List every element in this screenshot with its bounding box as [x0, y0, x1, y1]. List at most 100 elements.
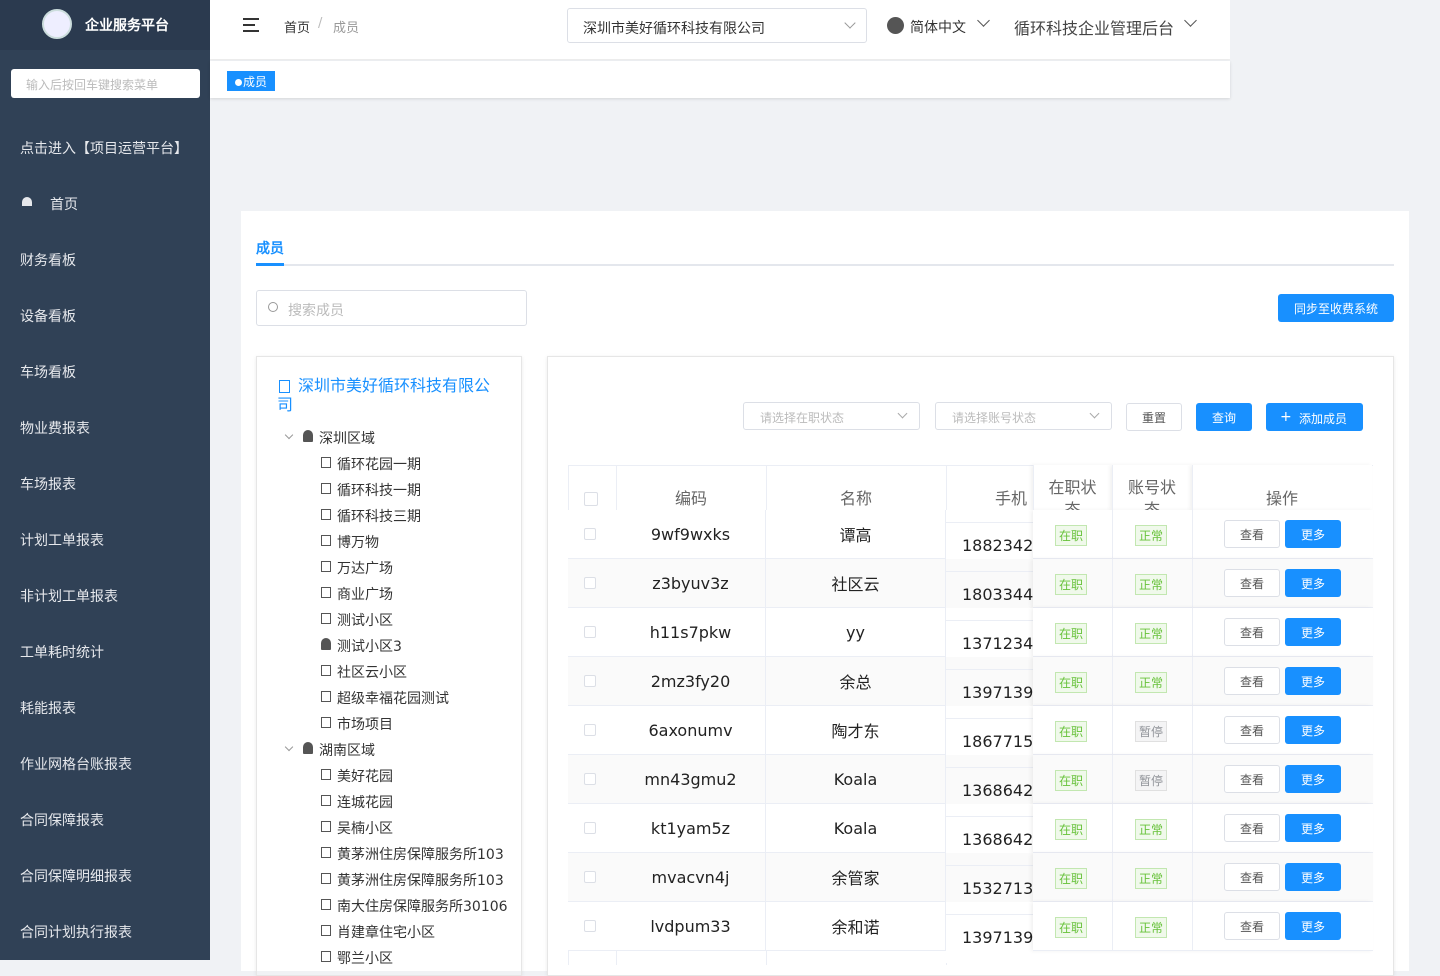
- more-button[interactable]: 更多: [1285, 814, 1341, 842]
- tree-group[interactable]: 深圳区域: [319, 431, 375, 447]
- company-select[interactable]: 深圳市美好循环科技有限公司: [567, 8, 867, 43]
- menu-item[interactable]: 点击进入【项目运营平台】: [0, 126, 210, 166]
- brand: 企业服务平台: [85, 18, 169, 34]
- tree-node[interactable]: 商业广场: [337, 587, 393, 603]
- more-button[interactable]: 更多: [1285, 716, 1341, 744]
- checkbox-all[interactable]: [584, 492, 598, 506]
- menu-item[interactable]: 作业网格台账报表: [0, 742, 210, 782]
- border: [1192, 706, 1193, 755]
- menu-item[interactable]: 首页: [0, 182, 210, 222]
- tree-node[interactable]: 鄂兰小区: [337, 951, 393, 967]
- hamburger[interactable]: [243, 18, 259, 32]
- more-button[interactable]: 更多: [1285, 520, 1341, 548]
- sync-button[interactable]: 同步至收费系统: [1278, 294, 1394, 322]
- view-button[interactable]: 查看: [1224, 765, 1280, 793]
- column-header: 名称: [839, 489, 872, 508]
- menu-item[interactable]: 车场看板: [0, 350, 210, 390]
- view-button[interactable]: 查看: [1224, 667, 1280, 695]
- more-button[interactable]: 更多: [1285, 618, 1341, 646]
- tree-node[interactable]: 美好花园: [337, 769, 393, 785]
- row-checkbox[interactable]: [584, 626, 596, 638]
- chevron: [844, 17, 856, 29]
- tab[interactable]: 成员: [256, 241, 284, 257]
- view-button[interactable]: 查看: [1224, 618, 1280, 646]
- view-button[interactable]: 查看: [1224, 814, 1280, 842]
- menu-label: 车场看板: [20, 365, 76, 381]
- view-button[interactable]: 查看: [1224, 716, 1280, 744]
- row-checkbox[interactable]: [584, 822, 596, 834]
- breadcrumb-home[interactable]: 首页: [284, 21, 311, 36]
- search-placeholder: 输入后按回车键搜索菜单: [26, 78, 159, 92]
- view-button[interactable]: 查看: [1224, 912, 1280, 940]
- more-button[interactable]: 更多: [1285, 667, 1341, 695]
- tree-node[interactable]: 肖建章住宅小区: [337, 925, 435, 941]
- code-cell: lvdpum33: [616, 902, 766, 951]
- member-search[interactable]: 搜索成员: [256, 290, 527, 326]
- view-button[interactable]: 查看: [1224, 569, 1280, 597]
- view-button[interactable]: 查看: [1224, 863, 1280, 891]
- name-cell: 陶才东: [766, 706, 946, 755]
- tag[interactable]: 成员: [227, 71, 276, 91]
- menu-item[interactable]: 财务看板: [0, 238, 210, 278]
- row-checkbox[interactable]: [584, 773, 596, 785]
- menu-search[interactable]: 输入后按回车键搜索菜单: [11, 69, 200, 98]
- account-status: 暂停: [1135, 770, 1168, 791]
- row-checkbox[interactable]: [584, 528, 596, 540]
- more-button[interactable]: 更多: [1285, 765, 1341, 793]
- more-button[interactable]: 更多: [1285, 863, 1341, 891]
- tree-node[interactable]: 测试小区3: [337, 639, 402, 655]
- reset-button[interactable]: 重置: [1126, 403, 1182, 431]
- row-checkbox[interactable]: [584, 577, 596, 589]
- menu-item[interactable]: 计划工单报表: [0, 518, 210, 558]
- row-checkbox[interactable]: [584, 675, 596, 687]
- more-button[interactable]: 更多: [1285, 912, 1341, 940]
- menu-item[interactable]: 合同计划执行报表: [0, 910, 210, 950]
- home-icon: [22, 197, 32, 206]
- menu-item[interactable]: 车场报表: [0, 462, 210, 502]
- tree-node[interactable]: 连城花园: [337, 795, 393, 811]
- menu-item[interactable]: 耗能报表: [0, 686, 210, 726]
- view-button[interactable]: 查看: [1224, 520, 1280, 548]
- border: [1192, 510, 1193, 559]
- tree-node[interactable]: 测试小区: [337, 613, 393, 629]
- tree-node[interactable]: 市场项目: [337, 717, 393, 733]
- tree-node[interactable]: 循环科技一期: [337, 483, 421, 499]
- menu-item[interactable]: 合同保障报表: [0, 798, 210, 838]
- menu-item[interactable]: 物业费报表: [0, 406, 210, 446]
- user[interactable]: 循环科技企业管理后台: [1014, 19, 1175, 38]
- hamburger-mid: [243, 24, 255, 26]
- menu-item[interactable]: 非计划工单报表: [0, 574, 210, 614]
- row-checkbox[interactable]: [584, 871, 596, 883]
- tree-node[interactable]: 黄茅洲住房保障服务所103: [337, 873, 504, 889]
- row-checkbox[interactable]: [584, 724, 596, 736]
- tree-node[interactable]: 吴楠小区: [337, 821, 393, 837]
- job-status: 在职: [1055, 574, 1088, 595]
- filter-select[interactable]: 请选择在职状态: [743, 402, 920, 430]
- language[interactable]: 简体中文: [910, 20, 966, 36]
- menu-item[interactable]: 设备看板: [0, 294, 210, 334]
- add-button[interactable]: + 添加成员: [1266, 403, 1363, 431]
- building-icon: [321, 691, 331, 702]
- tree-node[interactable]: 超级幸福花园测试: [337, 691, 449, 707]
- tree-node[interactable]: 黄茅洲住房保障服务所103: [337, 847, 504, 863]
- building-icon: [321, 665, 331, 676]
- menu-item[interactable]: 工单耗时统计: [0, 630, 210, 670]
- tree-node[interactable]: 南大住房保障服务所30106: [337, 899, 508, 915]
- building-icon: [321, 561, 331, 572]
- tree-group[interactable]: 湖南区域: [319, 743, 375, 759]
- tree-node[interactable]: 循环花园一期: [337, 457, 421, 473]
- header: [210, 0, 1230, 60]
- more-button[interactable]: 更多: [1285, 569, 1341, 597]
- tree-node[interactable]: 社区云小区: [337, 665, 407, 681]
- filter-placeholder: 请选择在职状态: [760, 411, 845, 425]
- tree-root[interactable]: 深圳市美好循环科技有限公司: [277, 376, 491, 414]
- tree-node[interactable]: 博万物: [337, 535, 379, 551]
- filter-select[interactable]: 请选择账号状态: [935, 402, 1112, 430]
- tree-node[interactable]: 万达广场: [337, 561, 393, 577]
- tree-node[interactable]: 循环科技三期: [337, 509, 421, 525]
- menu-item[interactable]: 合同保障明细报表: [0, 854, 210, 894]
- row-checkbox[interactable]: [584, 920, 596, 932]
- menu-label: 首页: [50, 197, 78, 213]
- account-status: 正常: [1135, 819, 1168, 840]
- query-button[interactable]: 查询: [1196, 403, 1252, 431]
